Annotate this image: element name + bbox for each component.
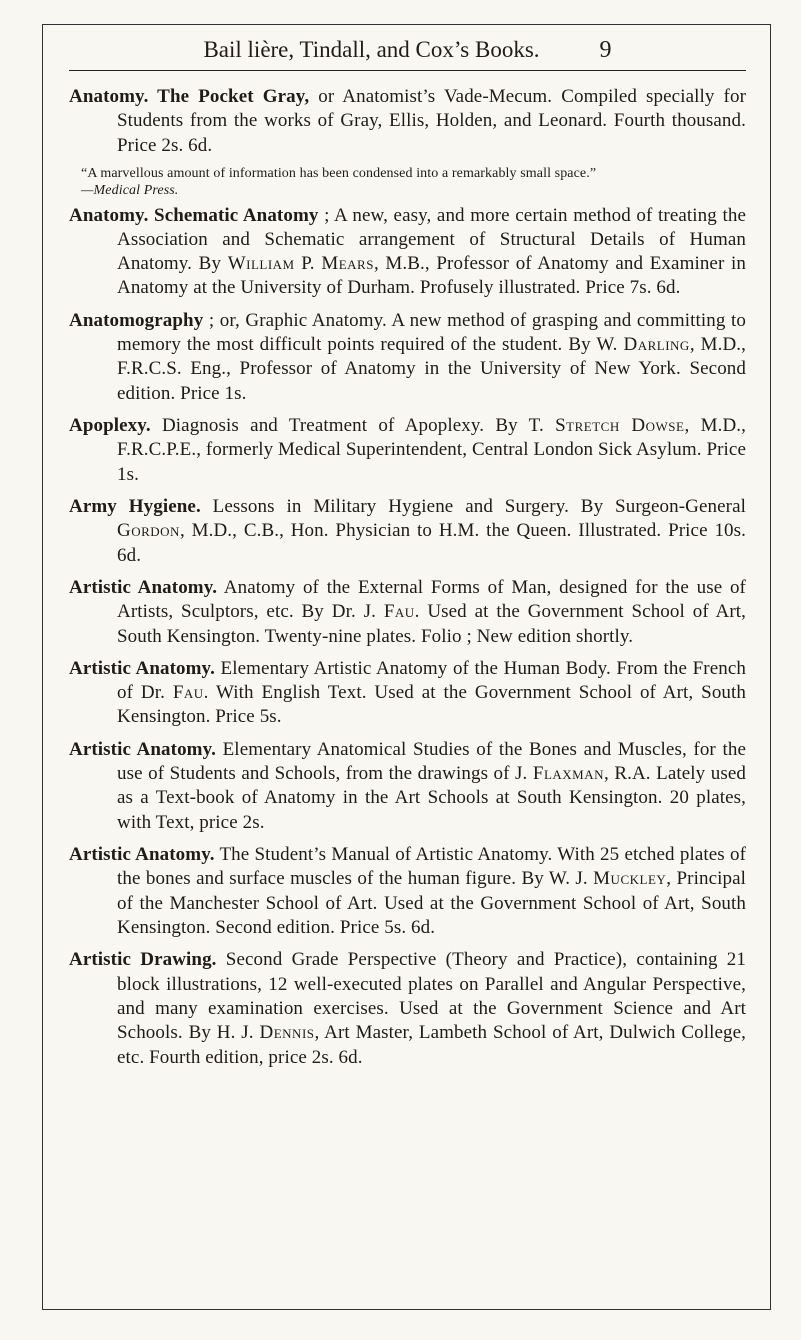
entry-body: Lessons in Military Hygiene and Surgery.… <box>201 496 746 517</box>
entry-head: Army Hygiene. <box>69 496 201 517</box>
running-head: Bail lière, Tindall, and Cox’s Books. 9 <box>69 37 746 64</box>
quote-attribution: —Medical Press. <box>81 183 746 200</box>
text-frame: Bail lière, Tindall, and Cox’s Books. 9 … <box>42 24 771 1310</box>
page: Bail lière, Tindall, and Cox’s Books. 9 … <box>0 0 801 1340</box>
entry-body: . With English Text. Used at the Governm… <box>117 682 746 727</box>
author-name: Muckley <box>593 868 666 889</box>
entry-head: Artistic Anatomy. <box>69 739 216 760</box>
entry-head: Apoplexy. <box>69 415 151 436</box>
entry-head: Anatomy. The Pocket Gray, <box>69 86 309 107</box>
entries: Anatomy. The Pocket Gray, or Anatomist’s… <box>69 85 746 1070</box>
entry-head: Artistic Anatomy. <box>69 577 217 598</box>
entry-army-hygiene: Army Hygiene. Lessons in Military Hygien… <box>69 495 746 568</box>
author-name: Darling <box>623 334 689 355</box>
entry-head: Artistic Anatomy. <box>69 658 215 679</box>
quote-text: “A marvellous amount of information has … <box>81 166 596 181</box>
entry-artistic-drawing: Artistic Drawing. Second Grade Perspecti… <box>69 948 746 1070</box>
entry-head: Artistic Anatomy. <box>69 844 215 865</box>
entry-head: Anatomography <box>69 310 203 331</box>
author-name: William <box>228 253 295 274</box>
author-name: Flaxman <box>533 763 604 784</box>
author-name: Gordon <box>117 520 180 541</box>
entry-artistic-anatomy-muckley: Artistic Anatomy. The Student’s Manual o… <box>69 843 746 940</box>
entry-anatomy-pocket-gray: Anatomy. The Pocket Gray, or Anatomist’s… <box>69 85 746 158</box>
entry-body: Diagnosis and Treatment of Apoplexy. By … <box>151 415 555 436</box>
author-name: Mears <box>321 253 374 274</box>
rule <box>69 70 746 71</box>
entry-head: Anatomy. Schematic Anatomy <box>69 205 319 226</box>
author-name: Fau <box>173 682 204 703</box>
entry-artistic-anatomy-flaxman: Artistic Anatomy. Elementary Anatomical … <box>69 738 746 835</box>
page-number: 9 <box>600 37 612 64</box>
author-name: Stretch Dowse <box>555 415 684 436</box>
press-quote: “A marvellous amount of information has … <box>69 166 746 200</box>
entry-apoplexy: Apoplexy. Diagnosis and Treatment of Apo… <box>69 414 746 487</box>
entry-artistic-anatomy-fau: Artistic Anatomy. Anatomy of the Externa… <box>69 576 746 649</box>
entry-body: P. <box>295 253 322 274</box>
running-title: Bail lière, Tindall, and Cox’s Books. <box>203 37 539 63</box>
entry-schematic-anatomy: Anatomy. Schematic Anatomy ; A new, easy… <box>69 204 746 301</box>
entry-body: , M.D., C.B., Hon. Physician to H.M. the… <box>117 520 746 565</box>
author-name: Fau <box>384 601 415 622</box>
entry-anatomography: Anatomography ; or, Graphic Anatomy. A n… <box>69 309 746 406</box>
entry-head: Artistic Drawing. <box>69 949 217 970</box>
author-name: Dennis <box>260 1022 315 1043</box>
entry-artistic-anatomy-elementary: Artistic Anatomy. Elementary Artistic An… <box>69 657 746 730</box>
